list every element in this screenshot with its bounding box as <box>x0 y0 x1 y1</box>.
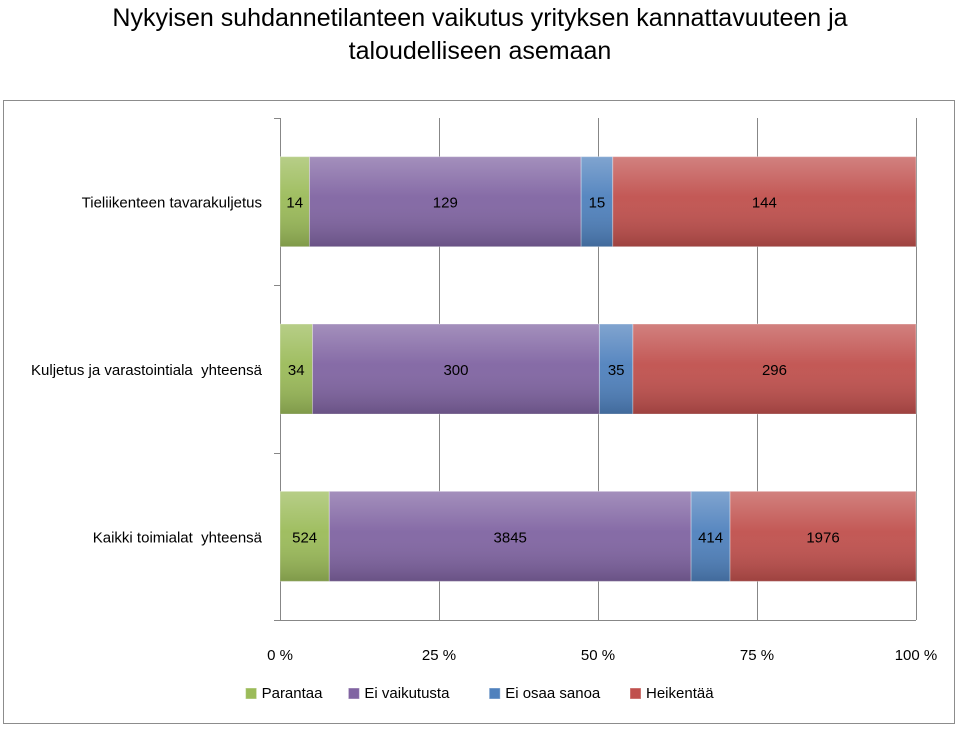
x-tick-label: 50 % <box>581 647 615 664</box>
category-label: Kaikki toimialat yhteensä <box>93 529 263 546</box>
bar-segment-shading <box>581 156 613 247</box>
data-label: 296 <box>762 362 787 379</box>
data-label: 15 <box>589 195 606 212</box>
data-label: 524 <box>292 529 317 546</box>
data-label: 144 <box>752 195 777 212</box>
data-label: 34 <box>288 362 305 379</box>
x-tick-label: 75 % <box>740 647 774 664</box>
chart-title: Nykyisen suhdannetilanteen vaikutus yrit… <box>0 2 960 68</box>
bar-segment-shading <box>280 324 313 414</box>
bar-segment-shading <box>309 156 582 247</box>
data-label: 414 <box>698 529 723 546</box>
bar-segment-shading <box>612 156 916 247</box>
bar-segment-shading <box>632 324 916 414</box>
legend-swatch <box>245 687 258 700</box>
legend: Parantaa Ei vaikutusta Ei osaa sanoa Heiken… <box>245 685 714 702</box>
data-label: 3845 <box>494 529 527 546</box>
data-labels: 14 129 15 144 34 300 35 296 524 3845 414 1976 <box>286 195 839 547</box>
chart-title-line-1: Nykyisen suhdannetilanteen vaikutus yrit… <box>112 4 848 32</box>
data-label: 35 <box>608 362 625 379</box>
x-tick-label: 100 % <box>895 647 938 664</box>
data-label: 1976 <box>806 529 839 546</box>
x-tick-label: 0 % <box>267 647 293 664</box>
bar-segment-shading <box>599 324 633 414</box>
plot-area-frame <box>3 100 955 724</box>
data-label: 300 <box>443 362 468 379</box>
bars <box>279 156 917 582</box>
chart-title-line-2: taloudelliseen asemaan <box>348 37 612 65</box>
data-label: 129 <box>433 195 458 212</box>
legend-label: Ei vaikutusta <box>364 685 450 702</box>
legend-label: Heikentää <box>646 685 714 702</box>
bar-segment-shading <box>691 491 731 582</box>
category-label: Tieliikenteen tavarakuljetus <box>82 195 262 212</box>
legend-label: Ei osaa sanoa <box>505 685 601 702</box>
legend-label: Parantaa <box>262 685 324 702</box>
bar-segment-shading <box>280 491 330 582</box>
x-tick-label: 25 % <box>422 647 456 664</box>
bar-segment-shading <box>312 324 600 414</box>
x-tick-labels: 0 % 25 % 50 % 75 % 100 % <box>267 647 937 664</box>
bar-segment-shading <box>730 491 916 582</box>
bar-segment-shading <box>329 491 692 582</box>
category-label: Kuljetus ja varastointiala yhteensä <box>31 362 263 379</box>
legend-swatch <box>629 687 642 700</box>
bar-segment-shading <box>280 156 310 247</box>
category-labels: Tieliikenteen tavarakuljetus Kuljetus ja … <box>31 195 263 547</box>
legend-swatch <box>347 687 360 700</box>
data-label: 14 <box>286 195 303 212</box>
legend-swatch <box>488 687 501 700</box>
